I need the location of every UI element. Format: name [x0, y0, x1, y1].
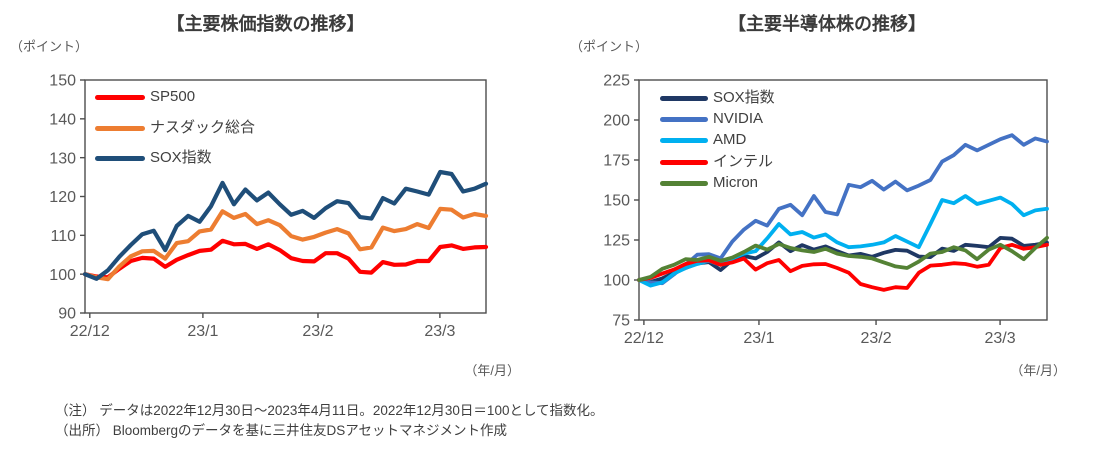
y-tick-label: 100 [603, 273, 630, 290]
x-tick-label: 23/1 [743, 330, 774, 347]
series-line-インテル [637, 242, 1049, 292]
y-tick-label: 100 [49, 267, 76, 284]
y-tick-label: 120 [49, 189, 76, 206]
x-tick-label: 22/12 [70, 323, 110, 340]
y-tick-label: 125 [603, 233, 630, 250]
chart-title: 【主要株価指数の推移】 [166, 14, 365, 34]
x-tick-label: 22/12 [624, 330, 664, 347]
chart-title: 【主要半導体株の推移】 [728, 14, 926, 34]
y-tick-label: 140 [49, 111, 76, 128]
x-axis-unit-label: （年/月） [464, 363, 520, 378]
x-tick-label: 23/2 [860, 330, 891, 347]
series-line-ナスダック総合 [82, 206, 489, 282]
y-tick-label: 200 [603, 113, 630, 130]
footnote: （注） データは2022年12月30日～2023年4月11日。2022年12月3… [55, 401, 604, 441]
x-axis-unit-label: （年/月） [1010, 363, 1066, 378]
y-axis-unit-label: （ポイント） [10, 39, 89, 54]
x-tick-label: 23/3 [985, 330, 1016, 347]
x-tick-label: 23/3 [424, 323, 455, 340]
footnote-note: （注） データは2022年12月30日～2023年4月11日。2022年12月3… [55, 403, 604, 418]
x-tick-label: 23/2 [302, 323, 333, 340]
y-axis-unit-label: （ポイント） [570, 39, 649, 54]
series-line-NVIDIA [637, 133, 1049, 286]
y-tick-label: 90 [58, 306, 76, 323]
series-line-SP500 [82, 238, 489, 280]
series-line-Micron [637, 235, 1049, 282]
chart-stock-indices: 【主要株価指数の推移】 （ポイント） 150 140 130 120 110 100 90 2… [0, 0, 560, 398]
plot-frame [84, 79, 487, 314]
y-tick-label: 130 [49, 150, 76, 167]
y-tick-label: 110 [50, 228, 76, 245]
y-tick-label: 150 [49, 73, 76, 90]
footnote-source: （出所） Bloombergのデータを基に三井住友DSアセットマネジメント作成 [55, 423, 508, 438]
x-tick-label: 23/1 [187, 323, 218, 340]
y-tick-label: 75 [612, 313, 630, 330]
chart-semiconductor-stocks: 【主要半導体株の推移】 （ポイント） 225 200 175 150 125 100 75 2… [560, 0, 1120, 398]
y-tick-label: 225 [603, 73, 630, 90]
y-tick-label: 175 [603, 153, 630, 170]
y-tick-label: 150 [603, 193, 630, 210]
series-line-SOX指数 [82, 169, 489, 281]
